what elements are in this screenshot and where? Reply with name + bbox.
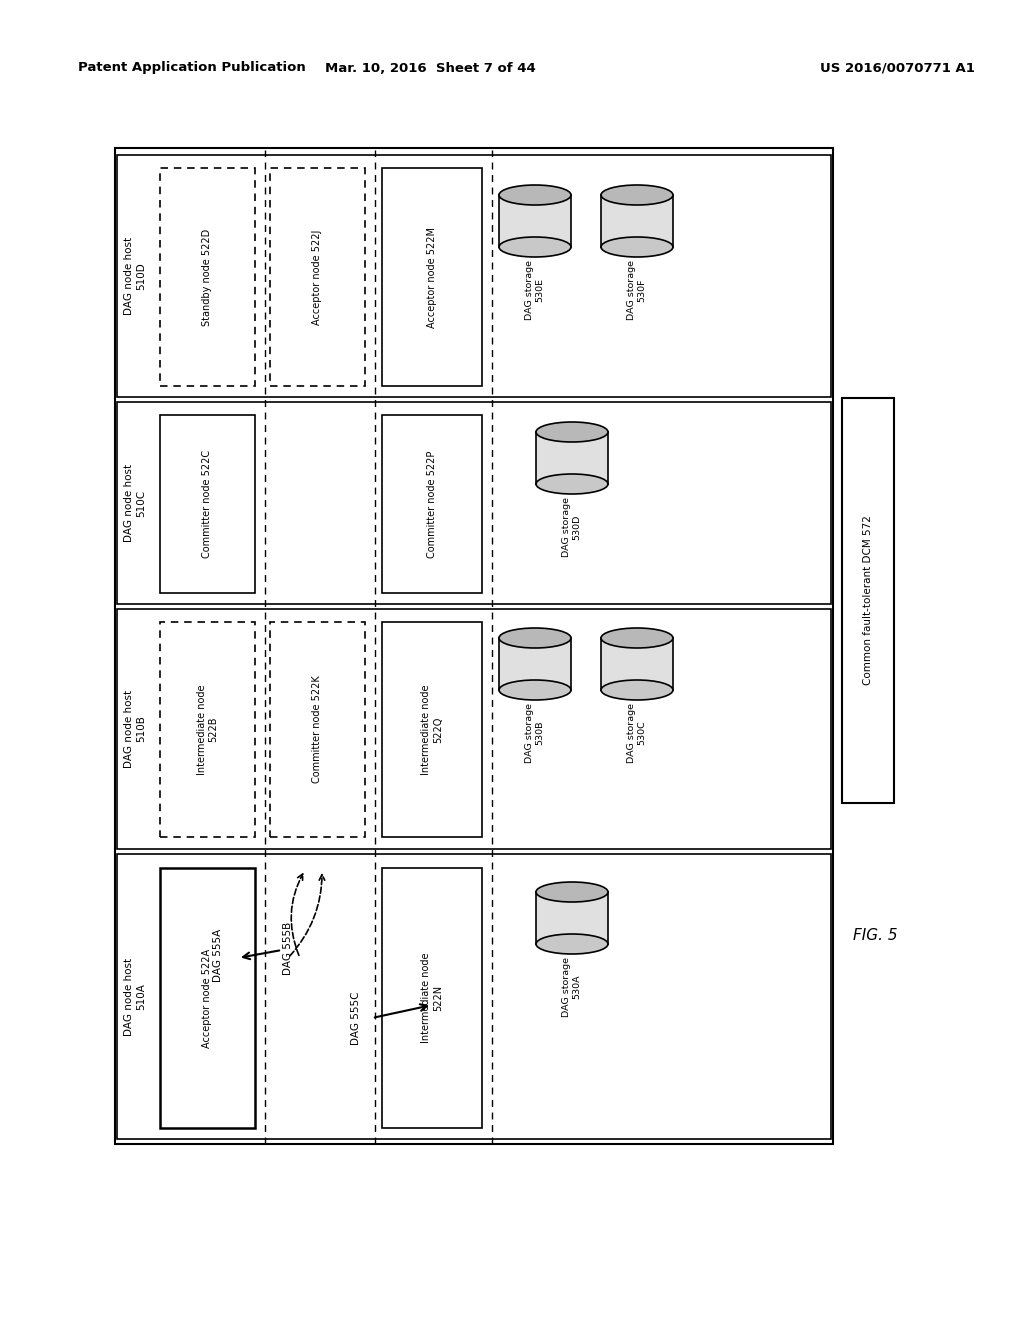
Ellipse shape — [499, 628, 571, 648]
Ellipse shape — [499, 185, 571, 205]
Text: DAG 555B: DAG 555B — [283, 921, 293, 974]
FancyBboxPatch shape — [382, 622, 482, 837]
Ellipse shape — [499, 238, 571, 257]
Ellipse shape — [499, 680, 571, 700]
Text: DAG storage
530B: DAG storage 530B — [525, 704, 545, 763]
FancyBboxPatch shape — [117, 854, 831, 1139]
Text: DAG storage
530C: DAG storage 530C — [628, 704, 647, 763]
Polygon shape — [601, 638, 673, 690]
Text: FIG. 5: FIG. 5 — [853, 928, 897, 942]
FancyBboxPatch shape — [160, 869, 255, 1129]
Polygon shape — [499, 195, 571, 247]
Ellipse shape — [536, 882, 608, 902]
FancyBboxPatch shape — [160, 414, 255, 593]
Polygon shape — [536, 432, 608, 484]
Text: DAG storage
530A: DAG storage 530A — [562, 957, 582, 1016]
Ellipse shape — [601, 628, 673, 648]
Text: Committer node 522C: Committer node 522C — [203, 450, 213, 558]
FancyBboxPatch shape — [117, 609, 831, 849]
FancyBboxPatch shape — [270, 622, 365, 837]
Text: Intermediate node
522B: Intermediate node 522B — [197, 684, 218, 775]
Ellipse shape — [601, 238, 673, 257]
Ellipse shape — [536, 935, 608, 954]
Text: DAG node host
510A: DAG node host 510A — [124, 957, 145, 1036]
Polygon shape — [499, 638, 571, 690]
Ellipse shape — [601, 680, 673, 700]
FancyBboxPatch shape — [382, 168, 482, 385]
Text: DAG 555A: DAG 555A — [213, 928, 223, 982]
Ellipse shape — [536, 474, 608, 494]
FancyBboxPatch shape — [382, 869, 482, 1129]
Text: Common fault-tolerant DCM 572: Common fault-tolerant DCM 572 — [863, 516, 873, 685]
Polygon shape — [601, 195, 673, 247]
FancyBboxPatch shape — [382, 414, 482, 593]
Text: DAG 555C: DAG 555C — [351, 991, 361, 1044]
Text: Acceptor node 522M: Acceptor node 522M — [427, 227, 437, 327]
Text: Committer node 522K: Committer node 522K — [312, 676, 323, 783]
FancyBboxPatch shape — [117, 154, 831, 397]
Text: DAG storage
530F: DAG storage 530F — [628, 260, 647, 319]
Ellipse shape — [601, 185, 673, 205]
Polygon shape — [536, 892, 608, 944]
Text: Standby node 522D: Standby node 522D — [203, 228, 213, 326]
Text: DAG node host
510D: DAG node host 510D — [124, 236, 145, 315]
FancyBboxPatch shape — [270, 168, 365, 385]
FancyBboxPatch shape — [160, 622, 255, 837]
FancyBboxPatch shape — [117, 403, 831, 605]
Text: Acceptor node 522J: Acceptor node 522J — [312, 230, 323, 325]
Text: US 2016/0070771 A1: US 2016/0070771 A1 — [820, 62, 975, 74]
Text: Intermediate node
522N: Intermediate node 522N — [421, 953, 442, 1043]
Text: Patent Application Publication: Patent Application Publication — [78, 62, 306, 74]
Text: Acceptor node 522A: Acceptor node 522A — [203, 949, 213, 1048]
Text: DAG storage
530E: DAG storage 530E — [525, 260, 545, 319]
Text: DAG storage
530D: DAG storage 530D — [562, 498, 582, 557]
Text: DAG node host
510C: DAG node host 510C — [124, 463, 145, 543]
Text: Intermediate node
522Q: Intermediate node 522Q — [421, 684, 442, 775]
Text: Committer node 522P: Committer node 522P — [427, 450, 437, 557]
FancyBboxPatch shape — [115, 148, 833, 1144]
FancyBboxPatch shape — [160, 168, 255, 385]
Text: DAG node host
510B: DAG node host 510B — [124, 690, 145, 768]
Text: Mar. 10, 2016  Sheet 7 of 44: Mar. 10, 2016 Sheet 7 of 44 — [325, 62, 536, 74]
FancyBboxPatch shape — [842, 399, 894, 803]
Ellipse shape — [536, 422, 608, 442]
